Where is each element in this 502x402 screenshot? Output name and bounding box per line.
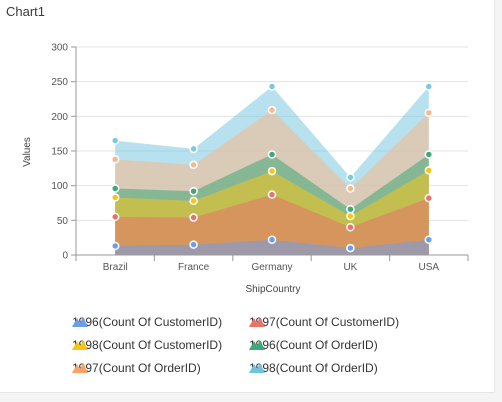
area-legend-icon <box>72 363 88 373</box>
legend-item[interactable]: 1996(Count Of CustomerID) <box>72 315 222 329</box>
data-point[interactable] <box>346 243 355 253</box>
legend-label: 1997(Count Of OrderID) <box>72 361 201 375</box>
legend-item[interactable]: 1997(Count Of CustomerID) <box>249 315 399 329</box>
data-point[interactable] <box>424 193 434 203</box>
data-point[interactable] <box>110 155 120 164</box>
data-point[interactable] <box>424 82 434 91</box>
data-point[interactable] <box>424 150 434 159</box>
series-area <box>115 194 429 255</box>
data-point[interactable] <box>424 235 434 244</box>
legend-item[interactable]: 1996(Count Of OrderID) <box>249 338 378 352</box>
x-tick-label: UK <box>343 262 357 273</box>
data-point[interactable] <box>110 212 120 222</box>
area-legend-icon <box>72 340 88 350</box>
data-point[interactable] <box>267 166 277 176</box>
legend-label: 1996(Count Of CustomerID) <box>72 315 223 329</box>
x-tick-label: Brazil <box>103 262 128 273</box>
data-point[interactable] <box>189 196 198 206</box>
legend-item[interactable]: 1998(Count Of OrderID) <box>249 361 378 375</box>
area-legend-icon <box>72 317 88 327</box>
data-point[interactable] <box>110 193 120 202</box>
legend-label: 1996(Count Of OrderID) <box>249 338 378 352</box>
y-tick-label: 200 <box>51 112 68 123</box>
y-axis-title: Values <box>22 137 33 167</box>
data-point[interactable] <box>189 240 198 249</box>
data-point[interactable] <box>267 82 277 91</box>
y-tick-label: 300 <box>51 43 68 54</box>
data-point[interactable] <box>346 211 355 221</box>
data-point[interactable] <box>267 190 277 199</box>
data-point[interactable] <box>189 160 198 170</box>
data-point[interactable] <box>346 204 355 214</box>
data-point[interactable] <box>267 105 277 115</box>
legend-label: 1998(Count Of CustomerID) <box>72 338 223 352</box>
x-axis-title: ShipCountry <box>245 284 300 295</box>
y-tick-label: 100 <box>51 181 68 192</box>
y-tick-label: 0 <box>62 251 68 262</box>
legend-item[interactable]: 1998(Count Of CustomerID) <box>72 338 222 352</box>
data-point[interactable] <box>189 186 198 196</box>
data-point[interactable] <box>346 223 355 232</box>
legend-item[interactable]: 1997(Count Of OrderID) <box>72 361 201 375</box>
x-tick-label: USA <box>419 262 440 273</box>
data-point[interactable] <box>346 173 355 182</box>
data-point[interactable] <box>424 108 434 118</box>
x-tick-label: France <box>178 262 210 273</box>
y-tick-label: 250 <box>51 77 68 88</box>
legend-label: 1997(Count Of CustomerID) <box>249 315 400 329</box>
y-tick-label: 50 <box>57 216 69 227</box>
data-point[interactable] <box>267 235 277 244</box>
data-point[interactable] <box>110 241 120 251</box>
data-point[interactable] <box>267 150 277 159</box>
legend-label: 1998(Count Of OrderID) <box>249 361 378 375</box>
axes: 0 50 100 150 200 250 300 Brazil France Germany UK U… <box>51 43 469 273</box>
x-tick-label: Germany <box>251 262 292 273</box>
y-tick-label: 150 <box>51 147 68 158</box>
area-legend-icon <box>249 340 265 350</box>
data-point[interactable] <box>110 136 120 145</box>
data-point[interactable] <box>424 166 434 175</box>
data-point[interactable] <box>189 144 198 154</box>
data-point[interactable] <box>110 184 120 193</box>
area-legend-icon <box>249 363 265 373</box>
chart-title: Chart1 <box>6 4 46 19</box>
series-markers <box>110 82 434 253</box>
area-legend-icon <box>249 317 265 327</box>
data-point[interactable] <box>346 184 355 193</box>
data-point[interactable] <box>189 213 198 222</box>
